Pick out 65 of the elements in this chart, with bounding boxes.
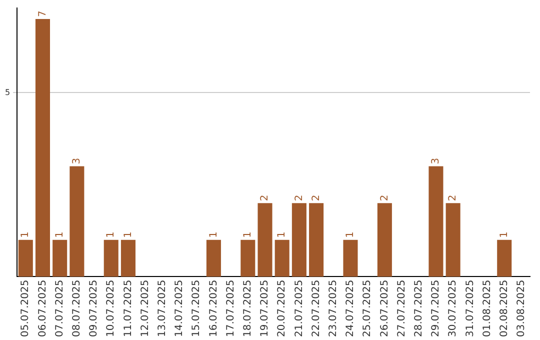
y-tick-label: 5 bbox=[4, 88, 10, 97]
x-tick-label: 06.07.2025 bbox=[37, 280, 48, 338]
x-tick-label: 09.07.2025 bbox=[88, 280, 100, 338]
bar bbox=[206, 240, 221, 277]
x-tick-label: 16.07.2025 bbox=[208, 280, 220, 338]
bar bbox=[35, 19, 50, 277]
data-label: 1 bbox=[345, 232, 356, 238]
bar bbox=[52, 240, 68, 277]
x-tick-label: 08.07.2025 bbox=[72, 280, 83, 338]
x-tick-label: 17.07.2025 bbox=[225, 280, 236, 338]
x-tick-label: 10.07.2025 bbox=[106, 280, 117, 338]
x-tick-label: 23.07.2025 bbox=[328, 280, 339, 338]
bar bbox=[428, 166, 444, 277]
bar bbox=[104, 240, 118, 277]
x-tick-label: 24.07.2025 bbox=[345, 280, 356, 338]
x-tick-label: 03.08.2025 bbox=[516, 280, 528, 338]
x-tick-label: 26.07.2025 bbox=[379, 280, 390, 338]
bar bbox=[18, 240, 33, 277]
x-tick-label: 07.07.2025 bbox=[54, 280, 66, 338]
data-label: 2 bbox=[260, 194, 271, 202]
data-label: 2 bbox=[310, 194, 322, 202]
data-label: 1 bbox=[20, 232, 32, 238]
x-tick-label: 14.07.2025 bbox=[174, 280, 186, 338]
bar bbox=[258, 203, 272, 277]
x-tick-label: 20.07.2025 bbox=[276, 280, 288, 338]
x-tick-label: 21.07.2025 bbox=[294, 280, 305, 338]
data-label: 1 bbox=[242, 232, 254, 238]
data-label: 1 bbox=[208, 232, 220, 238]
data-label: 1 bbox=[106, 232, 117, 238]
x-tick-label: 25.07.2025 bbox=[362, 280, 374, 338]
data-label: 3 bbox=[72, 158, 83, 164]
bar bbox=[343, 240, 358, 277]
data-label: 1 bbox=[276, 232, 288, 238]
x-tick-label: 13.07.2025 bbox=[157, 280, 168, 338]
bar bbox=[120, 240, 136, 277]
x-tick-label: 05.07.2025 bbox=[20, 280, 32, 338]
bar bbox=[274, 240, 290, 277]
bar bbox=[70, 166, 84, 277]
x-tick-label: 22.07.2025 bbox=[310, 280, 322, 338]
x-tick-label: 18.07.2025 bbox=[242, 280, 254, 338]
x-tick-label: 12.07.2025 bbox=[140, 280, 151, 338]
bar bbox=[377, 203, 392, 277]
data-label: 1 bbox=[498, 232, 510, 238]
data-label: 2 bbox=[379, 194, 390, 202]
bar bbox=[309, 203, 324, 277]
x-tick-label: 29.07.2025 bbox=[430, 280, 442, 338]
x-tick-label: 11.07.2025 bbox=[122, 280, 134, 338]
x-tick-label: 27.07.2025 bbox=[396, 280, 408, 338]
x-tick-label: 01.08.2025 bbox=[482, 280, 493, 338]
data-label: 3 bbox=[430, 158, 442, 164]
bar bbox=[497, 240, 512, 277]
x-tick-label: 31.07.2025 bbox=[464, 280, 476, 338]
data-label: 2 bbox=[448, 194, 459, 202]
bar bbox=[446, 203, 460, 277]
data-label: 7 bbox=[37, 10, 48, 18]
x-tick-label: 19.07.2025 bbox=[260, 280, 271, 338]
bar bbox=[240, 240, 256, 277]
data-label: 1 bbox=[122, 232, 134, 238]
x-tick-label: 28.07.2025 bbox=[413, 280, 424, 338]
x-tick-label: 30.07.2025 bbox=[448, 280, 459, 338]
x-tick-label: 15.07.2025 bbox=[191, 280, 202, 338]
x-tick-label: 02.08.2025 bbox=[498, 280, 510, 338]
data-label: 1 bbox=[54, 232, 66, 238]
data-label: 2 bbox=[294, 194, 305, 202]
bar bbox=[292, 203, 306, 277]
